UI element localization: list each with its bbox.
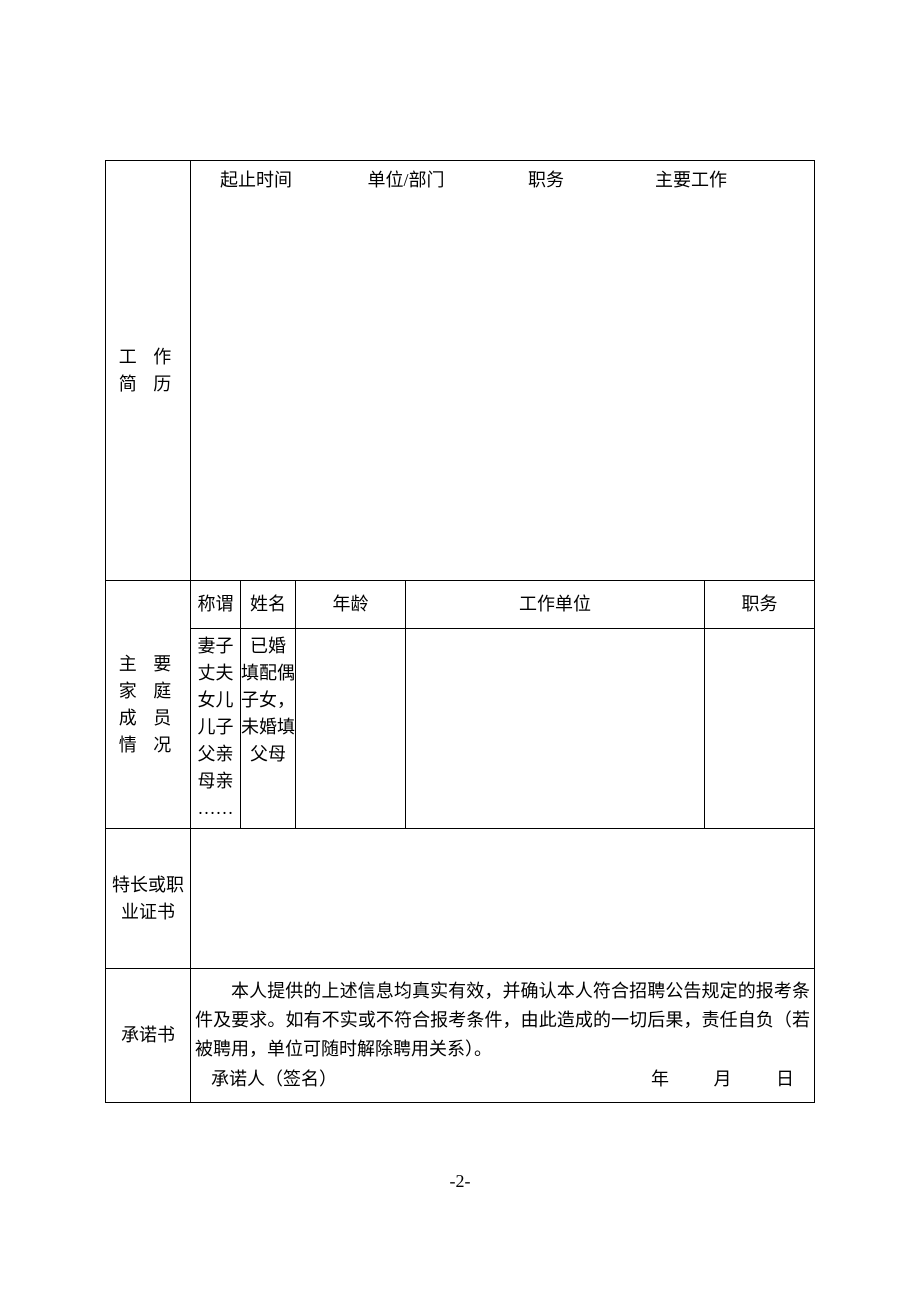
family-label-line1: 主 要 [110,651,186,678]
commitment-content: 本人提供的上述信息均真实有效，并确认本人符合招聘公告规定的报考条件及要求。如有不… [191,969,815,1103]
family-header-relation: 称谓 [191,581,241,629]
work-history-label-line2: 简 历 [110,371,186,398]
work-history-label: 工 作 简 历 [106,161,191,581]
family-name-l2: 填配偶 [241,660,295,687]
family-name-l1: 已婚 [241,633,295,660]
family-relation-examples: 妻子 丈夫 女儿 儿子 父亲 母亲 …… [191,629,241,829]
commitment-date: 年 月 日 [611,1065,794,1094]
family-label-line3: 成 员 [110,705,186,732]
wh-header-unit: 单位/部门 [321,167,491,194]
family-header-workplace: 工作单位 [406,581,705,629]
wh-header-position: 职务 [491,167,601,194]
specialty-row: 特长或职 业证书 [106,829,815,969]
family-label-line2: 家 庭 [110,678,186,705]
work-history-content: 起止时间 单位/部门 职务 主要工作 [191,161,815,581]
family-rel-l7: …… [191,795,240,822]
date-year: 年 [651,1069,669,1089]
page-number: -2- [0,1171,920,1192]
family-rel-l2: 丈夫 [191,660,240,687]
family-name-hint: 已婚 填配偶 子女， 未婚填 父母 [241,629,296,829]
commitment-signature-line: 承诺人（签名） 年 月 日 [195,1063,810,1094]
commitment-label: 承诺书 [106,969,191,1103]
specialty-label-line1: 特长或职 [110,872,186,899]
specialty-label: 特长或职 业证书 [106,829,191,969]
specialty-content [191,829,815,969]
commitment-sign-label: 承诺人（签名） [211,1065,337,1094]
wh-header-period: 起止时间 [191,167,321,194]
family-age-cell [296,629,406,829]
family-rel-l1: 妻子 [191,633,240,660]
work-history-row: 工 作 简 历 起止时间 单位/部门 职务 主要工作 [106,161,815,581]
commitment-row: 承诺书 本人提供的上述信息均真实有效，并确认本人符合招聘公告规定的报考条件及要求… [106,969,815,1103]
family-rel-l5: 父亲 [191,741,240,768]
date-day: 日 [776,1069,794,1089]
work-history-label-line1: 工 作 [110,344,186,371]
page-container: 工 作 简 历 起止时间 单位/部门 职务 主要工作 主 要 家 庭 成 员 情… [0,0,920,1103]
family-header-position: 职务 [704,581,814,629]
wh-header-mainwork: 主要工作 [601,167,781,194]
family-workplace-cell [406,629,705,829]
work-history-headers: 起止时间 单位/部门 职务 主要工作 [191,161,814,200]
family-name-l5: 父母 [241,741,295,768]
family-rel-l3: 女儿 [191,687,240,714]
specialty-label-line2: 业证书 [110,899,186,926]
family-name-l3: 子女， [241,687,295,714]
commitment-text: 本人提供的上述信息均真实有效，并确认本人符合招聘公告规定的报考条件及要求。如有不… [195,977,810,1063]
form-table: 工 作 简 历 起止时间 单位/部门 职务 主要工作 主 要 家 庭 成 员 情… [105,160,815,1103]
family-content-row: 妻子 丈夫 女儿 儿子 父亲 母亲 …… 已婚 填配偶 子女， 未婚填 父母 [106,629,815,829]
family-name-l4: 未婚填 [241,714,295,741]
family-rel-l4: 儿子 [191,714,240,741]
family-header-name: 姓名 [241,581,296,629]
family-label-line4: 情 况 [110,732,186,759]
date-month: 月 [714,1069,732,1089]
family-header-row: 主 要 家 庭 成 员 情 况 称谓 姓名 年龄 工作单位 职务 [106,581,815,629]
family-header-age: 年龄 [296,581,406,629]
family-rel-l6: 母亲 [191,768,240,795]
family-position-cell [704,629,814,829]
family-label: 主 要 家 庭 成 员 情 况 [106,581,191,829]
